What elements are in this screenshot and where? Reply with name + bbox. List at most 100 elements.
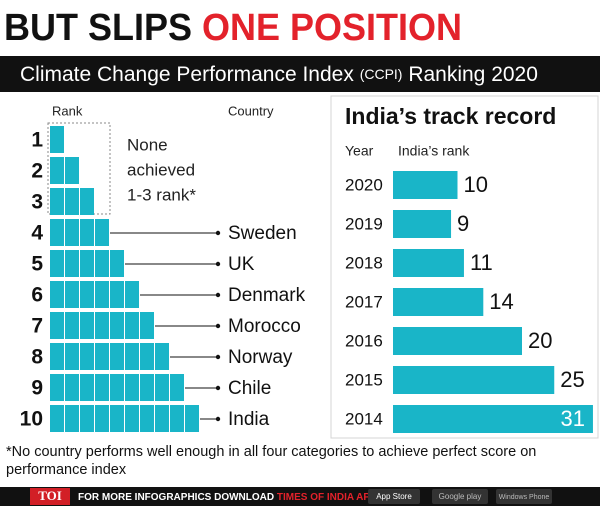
rank-square bbox=[50, 374, 64, 401]
rank-square bbox=[65, 157, 79, 184]
rank-square bbox=[125, 312, 139, 339]
rank-square bbox=[80, 312, 94, 339]
headline-lead: BUT SLIPS bbox=[4, 7, 192, 49]
footnote: *No country performs well enough in all … bbox=[6, 444, 536, 460]
year-label: 2014 bbox=[345, 409, 383, 428]
rank-square bbox=[125, 343, 139, 370]
rank-square bbox=[65, 219, 79, 246]
rank-square bbox=[95, 250, 109, 277]
rank-square bbox=[50, 157, 64, 184]
banner-text: Climate Change Performance Index (CCPI) … bbox=[20, 63, 538, 86]
headline: BUT SLIPS ONE POSITION bbox=[4, 7, 462, 49]
country-label: UK bbox=[228, 254, 255, 275]
rank-square bbox=[65, 343, 79, 370]
country-label: Norway bbox=[228, 347, 293, 368]
rank-square bbox=[50, 343, 64, 370]
store-badge bbox=[368, 489, 420, 504]
rank-square bbox=[140, 405, 154, 432]
year-label: 2015 bbox=[345, 370, 383, 389]
rank-label: 1 bbox=[31, 129, 43, 152]
cta: FOR MORE INFOGRAPHICS DOWNLOAD bbox=[78, 492, 274, 503]
footnote: performance index bbox=[6, 462, 127, 478]
banner-bg bbox=[0, 56, 600, 92]
value-label: 14 bbox=[489, 289, 513, 314]
store: App Store bbox=[376, 492, 412, 501]
rank-label: 9 bbox=[31, 377, 43, 400]
bar bbox=[393, 288, 484, 316]
rank-square bbox=[95, 281, 109, 308]
banner-rest: Ranking 2020 bbox=[408, 63, 538, 86]
rank-square bbox=[110, 405, 124, 432]
rank-square bbox=[140, 312, 154, 339]
bar bbox=[393, 327, 522, 355]
country-label: Denmark bbox=[228, 285, 306, 306]
banner-main: Climate Change Performance Index bbox=[20, 63, 354, 86]
connector-dot bbox=[215, 261, 221, 267]
rank-label: 2 bbox=[31, 160, 43, 183]
value-label: 20 bbox=[528, 328, 552, 353]
rank-square bbox=[155, 374, 169, 401]
value-label: 10 bbox=[464, 172, 488, 197]
rank-square bbox=[185, 405, 199, 432]
rank-square bbox=[50, 312, 64, 339]
connector-dot bbox=[215, 323, 221, 329]
rank-label: 10 bbox=[20, 408, 43, 431]
rank-label: 5 bbox=[31, 253, 43, 276]
rank-square bbox=[65, 281, 79, 308]
brand: TOI bbox=[38, 488, 62, 503]
x-label: Year bbox=[345, 143, 374, 159]
connector-dot bbox=[215, 230, 221, 236]
rank-square bbox=[65, 405, 79, 432]
rank-square bbox=[170, 405, 184, 432]
rank-square bbox=[155, 343, 169, 370]
rank-square bbox=[50, 188, 64, 215]
brand-box bbox=[30, 488, 70, 505]
year-label: 2018 bbox=[345, 253, 383, 272]
value-label: 31 bbox=[560, 406, 584, 431]
bar bbox=[393, 171, 458, 199]
rank-square bbox=[125, 405, 139, 432]
banner-abbr: (CCPI) bbox=[360, 66, 403, 82]
country-label: Sweden bbox=[228, 223, 297, 244]
bar bbox=[393, 210, 452, 238]
rank-square bbox=[110, 343, 124, 370]
rank-square bbox=[50, 405, 64, 432]
rank-square bbox=[140, 343, 154, 370]
rank-square bbox=[95, 405, 109, 432]
rank-square bbox=[80, 405, 94, 432]
value-label: 9 bbox=[457, 211, 469, 236]
headline-highlight: ONE POSITION bbox=[202, 7, 462, 49]
store: Windows Phone bbox=[499, 494, 550, 501]
rank-square bbox=[50, 281, 64, 308]
rank-square bbox=[110, 312, 124, 339]
rank-square bbox=[95, 343, 109, 370]
footer-cta: FOR MORE INFOGRAPHICS DOWNLOAD TIMES OF … bbox=[78, 492, 377, 503]
store-badge bbox=[496, 489, 552, 504]
rank-square bbox=[95, 374, 109, 401]
rank-square bbox=[80, 281, 94, 308]
rank-square bbox=[50, 250, 64, 277]
connector-dot bbox=[215, 416, 221, 422]
rank-square bbox=[50, 126, 64, 153]
rank-label: 4 bbox=[31, 222, 43, 245]
connector-dot bbox=[215, 292, 221, 298]
rank-square bbox=[65, 188, 79, 215]
rank-square bbox=[125, 374, 139, 401]
note-line: achieved bbox=[127, 160, 195, 179]
rank-square bbox=[80, 374, 94, 401]
store: Google play bbox=[439, 492, 482, 501]
year-label: 2016 bbox=[345, 331, 383, 350]
rank-label: 7 bbox=[31, 315, 43, 338]
rank-square bbox=[110, 250, 124, 277]
rank-square bbox=[125, 281, 139, 308]
rank-square bbox=[50, 219, 64, 246]
year-label: 2017 bbox=[345, 292, 383, 311]
rank-square bbox=[170, 374, 184, 401]
rank-square bbox=[80, 343, 94, 370]
note-line: None bbox=[127, 135, 168, 154]
country-header: Country bbox=[228, 103, 274, 118]
connector-dot bbox=[215, 385, 221, 391]
country-label: Morocco bbox=[228, 316, 301, 337]
rank-square bbox=[80, 188, 94, 215]
app-name: TIMES OF INDIA APP bbox=[277, 492, 377, 503]
